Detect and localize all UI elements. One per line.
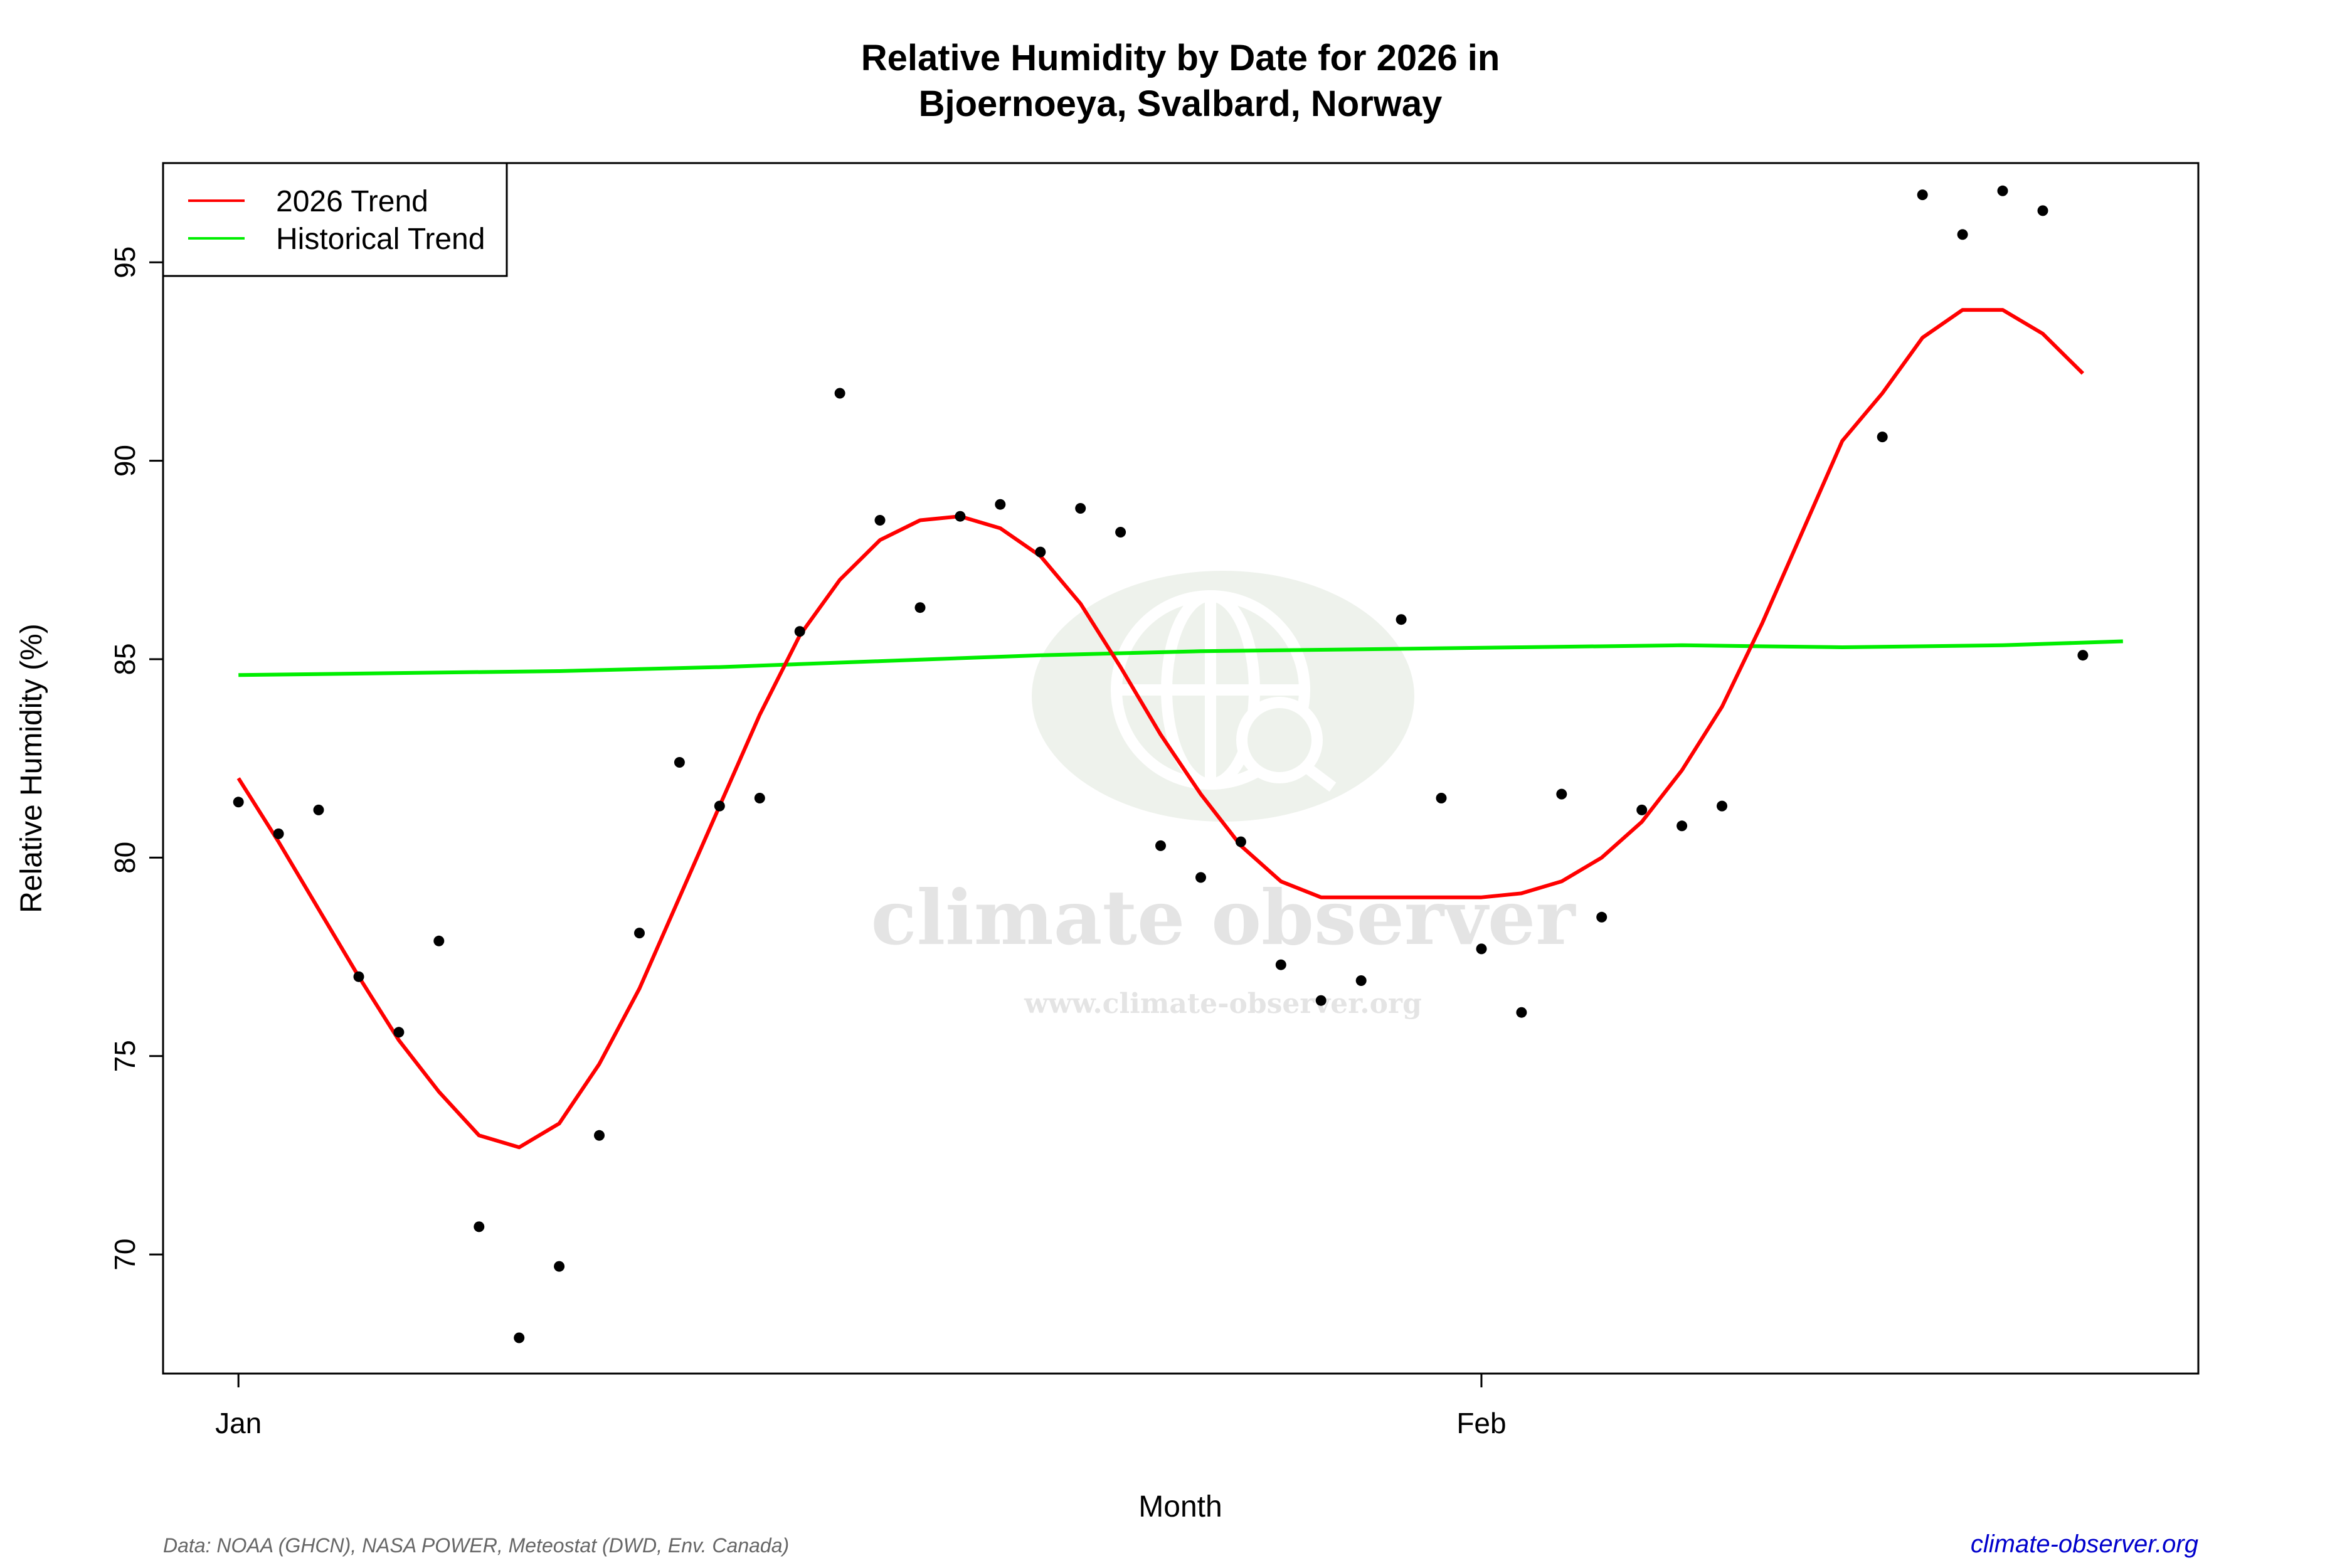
data-point (1436, 793, 1447, 803)
x-tick-label: Feb (1456, 1407, 1506, 1439)
data-point (554, 1261, 565, 1272)
data-point (1997, 185, 2008, 196)
data-point (514, 1332, 525, 1343)
watermark-url: www.climate-observer.org (1024, 988, 1422, 1020)
data-point (393, 1027, 405, 1038)
data-point (474, 1221, 485, 1232)
y-tick-label: 95 (109, 246, 141, 278)
data-point (1877, 432, 1888, 443)
data-point (634, 928, 645, 939)
data-point (594, 1130, 605, 1141)
data-point (794, 626, 805, 637)
x-axis-label: Month (1138, 1490, 1222, 1523)
data-point (353, 971, 364, 982)
data-point (433, 935, 445, 946)
globe-search-icon (1111, 590, 1337, 792)
chart-title-line2: Bjoernoeya, Svalbard, Norway (919, 83, 1443, 124)
trend-line-historical-trend (238, 639, 2123, 677)
data-point (1396, 614, 1407, 625)
data-point (914, 602, 926, 613)
y-tick-label: 75 (109, 1040, 141, 1072)
data-point (233, 797, 244, 808)
data-point (955, 511, 966, 522)
observed-points (233, 185, 2089, 1343)
data-point (1917, 189, 1928, 201)
watermark-globe-badge (1032, 571, 1414, 822)
watermark: climate observer www.climate-observer.or… (871, 571, 1577, 1020)
data-point (1677, 820, 1688, 832)
data-point (1717, 800, 1727, 812)
data-point (2037, 205, 2048, 216)
y-axis-label: Relative Humidity (%) (15, 623, 48, 913)
data-point (1275, 959, 1286, 970)
site-link[interactable]: climate-observer.org (1971, 1530, 2198, 1558)
data-point (1516, 1007, 1527, 1018)
data-point (834, 388, 845, 399)
data-point (1556, 788, 1567, 800)
y-tick-label: 70 (109, 1239, 141, 1271)
legend-box (162, 162, 508, 277)
data-point (1035, 546, 1046, 558)
data-point (714, 800, 725, 812)
data-point (1355, 975, 1367, 986)
data-point (995, 499, 1006, 510)
data-point (2077, 650, 2089, 661)
trend-line-2026-trend (236, 308, 2085, 1150)
y-axis: 70 75 80 85 90 95 (109, 246, 164, 1271)
data-point (1195, 872, 1206, 883)
watermark-text: climate observer (871, 874, 1577, 962)
trend-lines (236, 308, 2123, 1150)
data-point (1115, 527, 1126, 538)
legend-label-historical-trend: Historical Trend (276, 223, 485, 256)
chart-title-line1: Relative Humidity by Date for 2026 in (861, 38, 1500, 78)
data-point (1636, 804, 1648, 815)
y-tick-label: 90 (109, 445, 141, 477)
y-tick-label: 85 (109, 643, 141, 675)
data-source-credit: Data: NOAA (GHCN), NASA POWER, Meteostat… (163, 1534, 789, 1557)
data-point (1596, 911, 1608, 923)
data-point (273, 828, 284, 839)
legend: 2026 Trend Historical Trend (162, 162, 508, 277)
legend-label-2026-trend: 2026 Trend (276, 185, 428, 218)
x-axis: Jan Feb (215, 1372, 1507, 1439)
data-point (1075, 503, 1086, 514)
data-point (874, 515, 886, 526)
data-point (1235, 836, 1246, 847)
data-point (313, 804, 324, 815)
data-point (1155, 840, 1166, 851)
x-tick-label: Jan (215, 1407, 262, 1439)
y-tick-label: 80 (109, 842, 141, 874)
data-point (1315, 995, 1327, 1006)
data-point (674, 757, 685, 768)
data-point (1476, 943, 1487, 955)
data-point (754, 793, 765, 803)
data-point (1957, 229, 1968, 240)
